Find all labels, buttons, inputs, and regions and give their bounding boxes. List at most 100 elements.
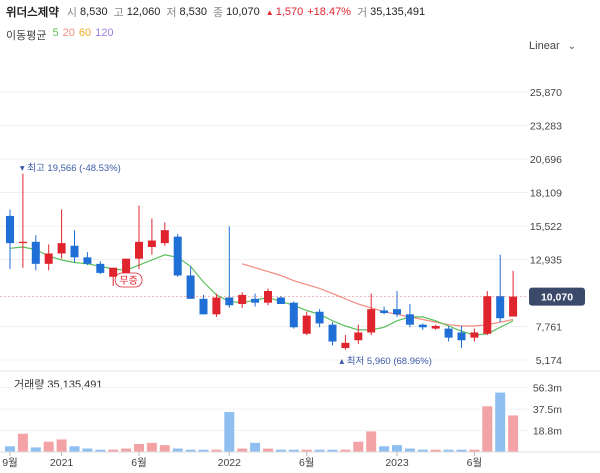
x-tick-label: 9월 bbox=[2, 457, 18, 469]
volume-bar bbox=[237, 448, 248, 452]
volume-pane-label: 거래량 35,135,491 bbox=[14, 378, 102, 391]
candle-body bbox=[418, 324, 427, 328]
y-tick-label: 12,935 bbox=[530, 255, 562, 267]
volume-bar bbox=[430, 449, 441, 452]
y-tick-label: 25,870 bbox=[530, 87, 562, 99]
volume-bar bbox=[379, 446, 390, 452]
volume-bar bbox=[353, 441, 364, 452]
moving-average-label: 이동평균 bbox=[6, 30, 47, 42]
ma-period-20: 20 bbox=[62, 27, 75, 39]
open-value: 8,530 bbox=[80, 6, 108, 18]
volume-bar bbox=[82, 448, 93, 452]
x-tick-label: 6월 bbox=[299, 457, 315, 469]
max-marker-label: ▾ 최고 19,566 (-48.53%) bbox=[20, 163, 121, 174]
volume-bar bbox=[30, 447, 41, 452]
stock-name: 위더스제약 bbox=[6, 7, 59, 19]
change-up-icon: ▲ bbox=[265, 7, 274, 17]
candle-body bbox=[96, 263, 105, 273]
min-marker-label: ▴ 최저 5,960 (68.96%) bbox=[339, 356, 432, 367]
candle-body bbox=[173, 236, 182, 276]
x-tick-label: 2023 bbox=[385, 457, 409, 469]
low-label: 저 bbox=[166, 7, 177, 19]
volume-bar bbox=[314, 449, 325, 452]
candle-body bbox=[380, 310, 389, 314]
volume-bar bbox=[288, 449, 299, 452]
volume-bar bbox=[146, 442, 157, 452]
event-badge bbox=[114, 272, 143, 288]
volume-tick-label: 56.3m bbox=[533, 383, 562, 395]
ma20-line bbox=[242, 263, 514, 327]
candle-body bbox=[31, 241, 40, 264]
volume-tick-label: 18.8m bbox=[533, 426, 562, 438]
volume-bar bbox=[69, 446, 80, 452]
candle-body bbox=[315, 311, 324, 324]
candle-body bbox=[289, 302, 298, 328]
volume-bar bbox=[443, 449, 454, 452]
candle-body bbox=[483, 296, 492, 334]
candle-body bbox=[328, 324, 337, 342]
volume-bar bbox=[417, 449, 428, 452]
volume-bar bbox=[121, 448, 132, 452]
volume-bar bbox=[56, 439, 67, 452]
volume-bar bbox=[482, 406, 493, 452]
scale-selector-label: Linear bbox=[529, 40, 560, 52]
x-tick-label: 2021 bbox=[50, 457, 74, 469]
volume-label: 거 bbox=[356, 7, 368, 19]
candle-body bbox=[354, 332, 363, 341]
volume-bar bbox=[469, 449, 480, 452]
volume-bar bbox=[172, 448, 183, 452]
candle-body bbox=[238, 294, 247, 304]
volume-bar bbox=[340, 449, 351, 452]
candle-body bbox=[444, 328, 453, 338]
close-label: 종 bbox=[213, 7, 224, 19]
moving-average-legend[interactable]: 이동평균 5 20 60 120 bbox=[6, 27, 113, 43]
ma-period-5: 5 bbox=[52, 27, 59, 39]
volume-bar bbox=[495, 392, 506, 452]
volume-bar bbox=[185, 449, 196, 452]
volume-bar bbox=[250, 442, 261, 452]
high-label: 고 bbox=[113, 7, 124, 19]
candle-body bbox=[18, 241, 27, 244]
volume-bar bbox=[159, 445, 170, 452]
scale-selector[interactable]: Linear ⌄ bbox=[529, 40, 576, 52]
volume-bar bbox=[327, 449, 338, 452]
candle-body bbox=[44, 253, 53, 264]
volume-bar bbox=[392, 445, 402, 452]
volume-bar bbox=[301, 449, 312, 452]
candle-body bbox=[457, 332, 466, 341]
ma5-line bbox=[9, 246, 514, 336]
y-tick-label: 18,109 bbox=[530, 188, 562, 200]
chart-annotations: 10,070 ▾ 최고 19,566 (-48.53%) ▴ 최저 5,960 (6… bbox=[0, 163, 585, 367]
volume-pane: 거래량 35,135,491 56.3m 37.5m 18.8m bbox=[0, 370, 600, 453]
chevron-down-icon: ⌄ bbox=[567, 40, 576, 52]
volume-bar bbox=[275, 449, 286, 452]
volume-bar bbox=[404, 448, 415, 452]
x-tick-label: 2022 bbox=[218, 457, 242, 469]
y-tick-label: 5,174 bbox=[536, 355, 562, 367]
candle-body bbox=[57, 243, 66, 254]
price-axis: 25,870 23,283 20,696 18,109 15,522 12,935 7,76… bbox=[530, 87, 562, 367]
candle-body bbox=[160, 230, 169, 244]
candle-body bbox=[135, 241, 143, 259]
y-tick-label: 15,522 bbox=[530, 221, 562, 233]
y-tick-label: 20,696 bbox=[530, 154, 562, 166]
volume-bar bbox=[17, 433, 28, 452]
candle-body bbox=[186, 275, 195, 299]
volume-bar bbox=[5, 446, 15, 452]
volume-bar bbox=[198, 449, 209, 452]
candle-body bbox=[276, 297, 285, 304]
candle-body bbox=[470, 332, 479, 338]
candle-body bbox=[6, 215, 14, 244]
candle-body bbox=[225, 297, 234, 306]
volume-bar bbox=[134, 444, 144, 452]
current-price-label: 10,070 bbox=[541, 292, 573, 304]
stock-header: 위더스제약 시 8,530 고 12,060 저 8,530 종 10,070 … bbox=[6, 2, 431, 22]
volume-bar bbox=[224, 412, 235, 452]
x-tick-label: 6월 bbox=[131, 457, 147, 469]
candle-body bbox=[199, 298, 208, 315]
candle-body bbox=[496, 296, 505, 319]
change-percent: +18.47% bbox=[307, 6, 351, 18]
y-tick-label: 7,761 bbox=[536, 322, 562, 334]
high-value: 12,060 bbox=[126, 6, 161, 18]
